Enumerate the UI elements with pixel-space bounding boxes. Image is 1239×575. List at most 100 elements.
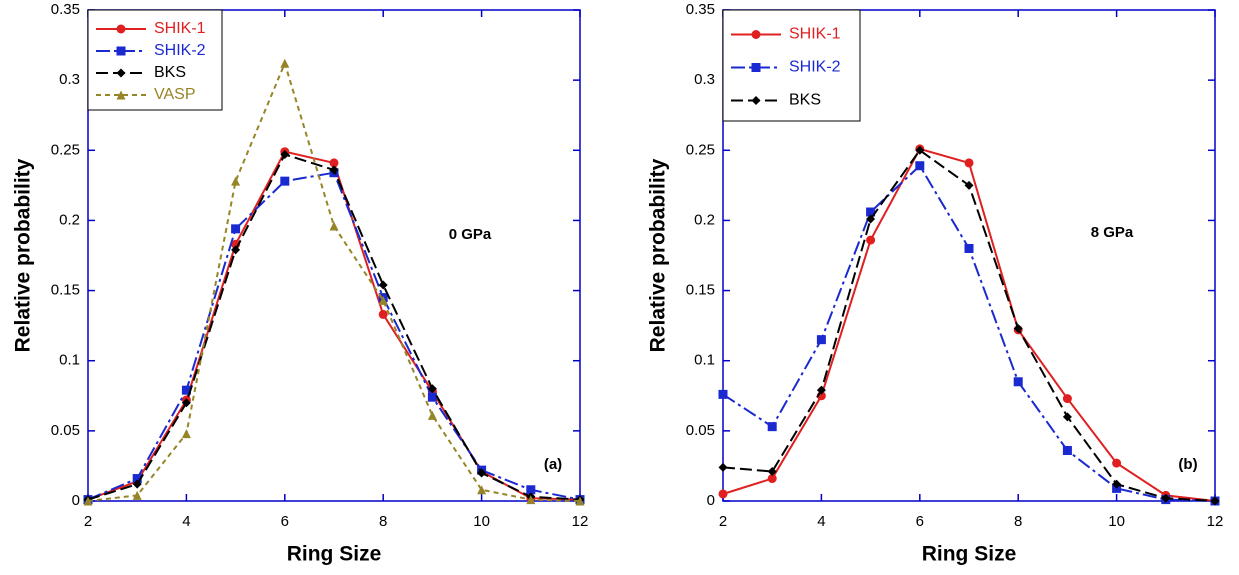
plot-frame [87,9,581,502]
x-tick-label: 4 [817,513,825,530]
x-axis-title: Ring Size [287,543,382,566]
annotation: 8 GPa [1091,224,1134,241]
data-point [1013,323,1023,333]
x-tick-label: 10 [473,513,490,530]
data-point [181,398,191,408]
legend-label: SHIK-2 [789,59,841,76]
legend-box [722,9,861,122]
data-point [767,422,777,432]
y-tick-label: 0.25 [686,141,715,158]
annotation: 0 GPa [449,226,492,243]
y-tick-label: 0.35 [51,1,80,18]
data-point [280,149,290,159]
data-point [427,392,437,402]
data-point [1210,496,1220,506]
x-tick-label: 2 [719,513,727,530]
data-point [866,235,876,245]
legend-marker [116,24,126,34]
y-tick-label: 0.3 [59,71,80,88]
y-tick-label: 0.35 [686,1,715,18]
series-line [87,153,581,501]
legend-label: BKS [789,92,821,109]
data-point [964,243,974,253]
data-point [477,468,487,478]
data-point [526,495,536,505]
x-tick-label: 8 [379,513,387,530]
data-point [132,479,142,489]
legend-marker [751,63,761,72]
x-tick-label: 4 [182,513,190,530]
y-tick-label: 0.2 [694,211,715,228]
y-tick-label: 0.15 [51,282,80,299]
y-tick-label: 0.2 [59,211,80,228]
y-axis-title: Relative probability [647,158,670,352]
data-point [718,389,728,399]
data-point [1112,479,1122,489]
data-point [1062,412,1072,422]
x-tick-label: 8 [1014,513,1022,530]
data-point [767,467,777,477]
x-tick-label: 12 [572,513,589,530]
y-tick-label: 0.1 [59,352,80,369]
data-point [329,158,339,168]
data-point [477,485,487,495]
y-tick-label: 0.05 [51,422,80,439]
data-point [816,385,826,395]
data-point [231,176,241,186]
data-point [816,335,826,345]
series-line [722,147,1216,502]
panel: 0 0.05 0.1 0.15 0.2 0.25 0.3 0.35 2 4 6 8 10 12 Ring S… [647,1,1224,566]
data-point [329,165,339,175]
x-tick-label: 10 [1108,513,1125,530]
series-line [722,164,1216,502]
data-point [526,485,536,495]
data-point [181,385,191,395]
data-point [1013,377,1023,387]
data-point [280,58,290,68]
y-tick-label: 0 [707,492,715,509]
data-point [866,207,876,217]
data-point [280,176,290,186]
legend-box [87,9,223,111]
legend-marker [116,90,126,100]
y-axis-title: Relative probability [12,158,35,352]
x-tick-label: 2 [84,513,92,530]
panel: 0 0.05 0.1 0.15 0.2 0.25 0.3 0.35 2 4 6 8 10 12 Ring S… [12,1,589,566]
data-point [83,496,93,506]
legend-label: VASP [154,86,196,103]
series-line [87,60,581,502]
series-line [722,148,1216,502]
x-tick-label: 6 [281,513,289,530]
series-line [87,150,581,501]
y-tick-label: 0 [72,492,80,509]
data-point [378,309,388,319]
data-point [231,245,241,255]
y-tick-label: 0.25 [51,141,80,158]
legend-label: SHIK-1 [789,26,841,43]
legend-marker [116,46,126,56]
data-point [718,462,728,472]
y-tick-label: 0.15 [686,282,715,299]
annotation: (a) [544,456,562,473]
data-point [1112,458,1122,468]
data-point [427,384,437,394]
data-point [181,429,191,439]
data-point [718,489,728,499]
legend-label: SHIK-1 [154,20,206,37]
y-tick-label: 0.05 [686,422,715,439]
legend-label: BKS [154,64,186,81]
x-tick-label: 6 [916,513,924,530]
data-point [427,410,437,420]
legend-marker [751,96,761,105]
data-point [132,490,142,500]
x-axis-title: Ring Size [922,543,1017,566]
annotation: (b) [1178,456,1197,473]
data-point [915,161,925,171]
data-point [329,221,339,231]
x-tick-label: 12 [1207,513,1224,530]
data-point [915,145,925,155]
data-point [231,224,241,234]
data-point [575,496,585,506]
data-point [132,474,142,484]
